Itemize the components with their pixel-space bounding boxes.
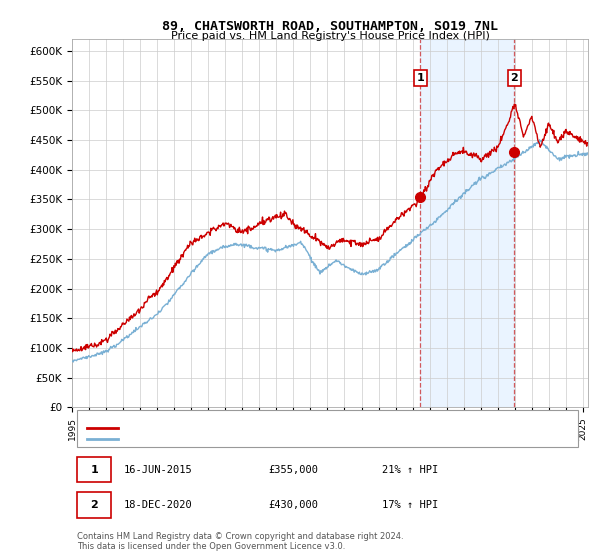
Text: 89, CHATSWORTH ROAD, SOUTHAMPTON, SO19 7NL (detached house): 89, CHATSWORTH ROAD, SOUTHAMPTON, SO19 7… xyxy=(129,423,475,433)
Text: £355,000: £355,000 xyxy=(268,465,318,474)
Text: 89, CHATSWORTH ROAD, SOUTHAMPTON, SO19 7NL: 89, CHATSWORTH ROAD, SOUTHAMPTON, SO19 7… xyxy=(162,20,498,32)
Text: 18-DEC-2020: 18-DEC-2020 xyxy=(124,500,193,510)
Text: Price paid vs. HM Land Registry's House Price Index (HPI): Price paid vs. HM Land Registry's House … xyxy=(170,31,490,41)
FancyBboxPatch shape xyxy=(77,492,110,517)
Text: 2: 2 xyxy=(511,73,518,83)
Text: 1: 1 xyxy=(416,73,424,83)
Text: 1: 1 xyxy=(91,465,98,474)
Text: £430,000: £430,000 xyxy=(268,500,318,510)
Text: Contains HM Land Registry data © Crown copyright and database right 2024.
This d: Contains HM Land Registry data © Crown c… xyxy=(77,532,404,551)
Text: 17% ↑ HPI: 17% ↑ HPI xyxy=(382,500,438,510)
Text: 2: 2 xyxy=(91,500,98,510)
FancyBboxPatch shape xyxy=(77,410,578,447)
Text: HPI: Average price, detached house, Southampton: HPI: Average price, detached house, Sout… xyxy=(129,434,405,444)
Bar xyxy=(421,39,514,407)
Text: 16-JUN-2015: 16-JUN-2015 xyxy=(124,465,193,474)
FancyBboxPatch shape xyxy=(77,457,110,482)
Text: 21% ↑ HPI: 21% ↑ HPI xyxy=(382,465,438,474)
